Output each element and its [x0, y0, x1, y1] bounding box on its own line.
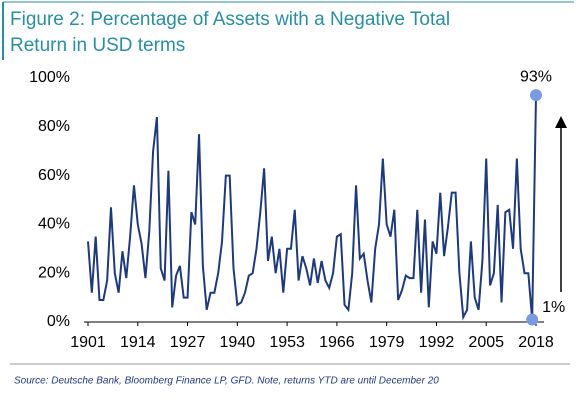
- x-tick-label: 2018: [518, 334, 554, 351]
- y-tick-label: 40%: [38, 216, 70, 233]
- x-tick-label: 1966: [319, 334, 355, 351]
- x-tick-label: 1992: [419, 334, 455, 351]
- line: [87, 95, 537, 321]
- x-tick-label: 1901: [70, 334, 106, 351]
- x-tick-label: 2005: [468, 334, 504, 351]
- marker: [530, 89, 542, 102]
- y-tick-label: 100%: [29, 69, 70, 86]
- chart-title: Figure 2: Percentage of Assets with a Ne…: [10, 9, 450, 30]
- x-tick-label: 1953: [269, 334, 305, 351]
- source: Source: Deutsche Bank, Bloomberg Finance…: [14, 376, 439, 387]
- marker: [526, 313, 539, 326]
- y-tick-label: 20%: [38, 264, 70, 281]
- annotation: 93%: [520, 68, 552, 85]
- x-tick-label: 1979: [369, 334, 405, 351]
- annotation: 1%: [542, 299, 565, 316]
- x-tick-label: 1914: [120, 334, 156, 351]
- x-tick-label: 1927: [170, 334, 206, 351]
- chart-title: Return in USD terms: [10, 35, 185, 56]
- x-tick-label: 1940: [220, 334, 256, 351]
- y-tick-label: 60%: [38, 167, 70, 184]
- y-tick-label: 80%: [38, 118, 70, 135]
- y-tick-label: 0%: [47, 313, 70, 330]
